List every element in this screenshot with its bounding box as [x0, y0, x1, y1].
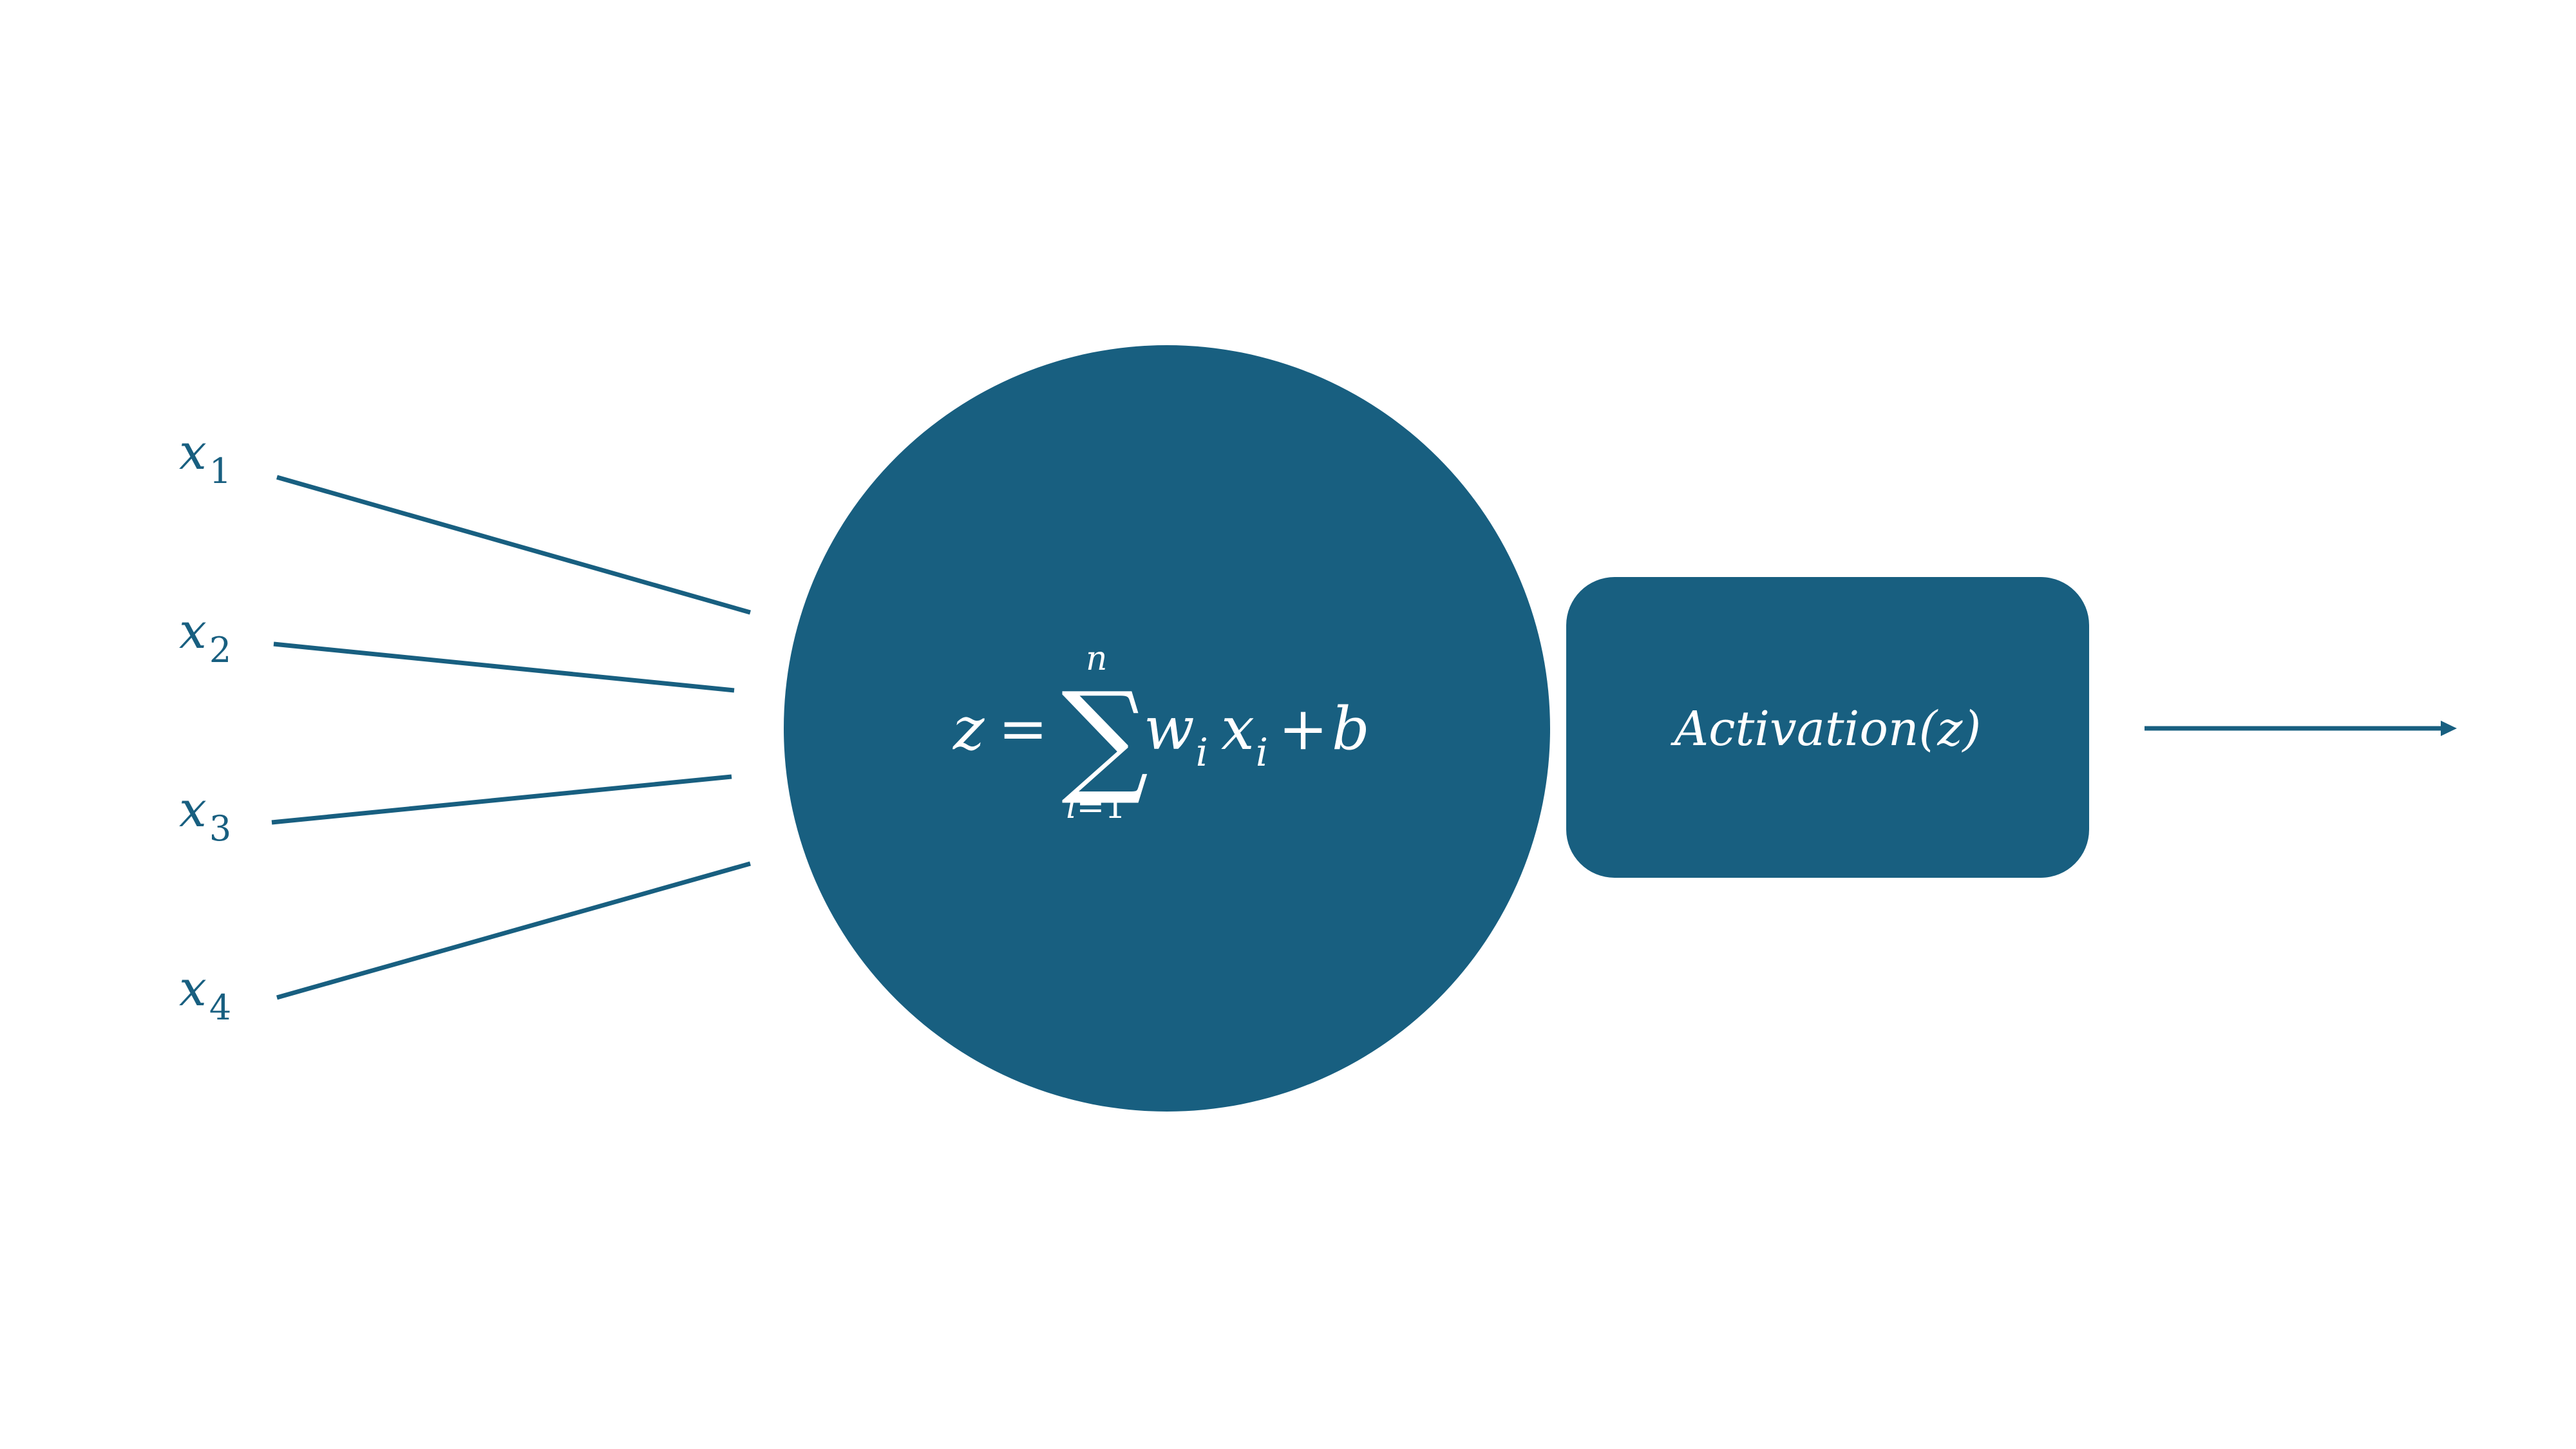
input-line-1 — [276, 475, 751, 615]
formula-weight: wi — [1144, 694, 1208, 775]
input-label-x1: x1 — [179, 423, 231, 491]
input-line-3 — [271, 774, 732, 825]
output-arrow-head — [2441, 721, 2457, 736]
input-line-2 — [273, 641, 735, 693]
neuron-circle — [784, 345, 1550, 1112]
sum-upper-limit: n — [1086, 639, 1108, 678]
formula-equals: = — [998, 694, 1048, 763]
formula-input: xi — [1221, 694, 1268, 775]
input-label-x2: x2 — [179, 602, 231, 670]
sum-symbol: ∑ — [1061, 666, 1149, 808]
formula-lhs: z — [952, 694, 985, 763]
formula-bias: b — [1332, 694, 1370, 763]
sum-lower-limit: i=1 — [1066, 788, 1126, 826]
input-labels: x1 x2 x3 x4 — [179, 423, 231, 1028]
input-label-x3: x3 — [179, 781, 231, 849]
weighted-sum-formula: z = ∑ n i=1 wi xi + b — [952, 639, 1370, 826]
activation-box — [1566, 577, 2089, 878]
input-line-4 — [276, 861, 751, 1000]
input-connections — [271, 475, 751, 1000]
input-label-x4: x4 — [179, 960, 231, 1028]
activation-label: Activation(z) — [1671, 701, 1982, 757]
formula-plus: + — [1278, 694, 1328, 763]
output-arrow — [2145, 721, 2457, 736]
